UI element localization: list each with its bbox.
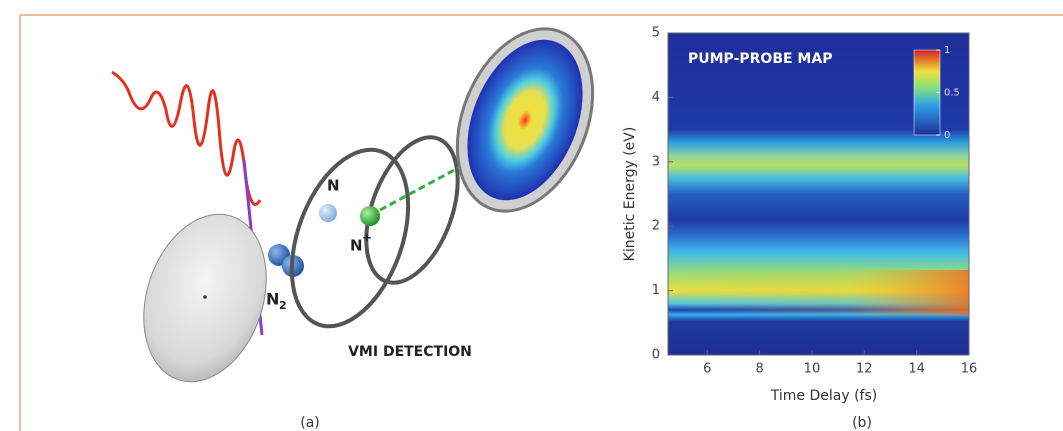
heatmap-hotspot: [668, 270, 969, 315]
x-tick-label: 14: [908, 362, 925, 377]
y-tick-label: 2: [652, 219, 660, 234]
x-tick-label: 16: [961, 362, 978, 377]
electrode-ring: [289, 147, 411, 329]
detection-label: VMI DETECTION: [348, 344, 472, 360]
x-tick-label: 10: [804, 362, 821, 377]
colorbar-tick-label: 1: [944, 45, 950, 56]
x-tick-label: 12: [856, 362, 873, 377]
y-axis-label: Kinetic Energy (eV): [622, 127, 638, 262]
disk-center: [203, 295, 207, 299]
electrode-ring: [364, 135, 460, 285]
panel-a: N N + N 2 VMI DETECTION (a): [111, 27, 595, 431]
plot-frame: [667, 32, 970, 356]
n2-subscript: 2: [279, 299, 287, 312]
pulse-wave: [111, 70, 262, 206]
panel-b: PUMP-PROBE MAP Time Delay (fs) Kinetic E…: [622, 26, 977, 431]
colorbar-tick-label: 0.5: [944, 88, 960, 99]
label-n: N: [327, 177, 340, 195]
label-n-ion: N: [350, 237, 363, 255]
neutral-atom: [319, 204, 337, 222]
caption-b: (b): [852, 415, 872, 431]
x-tick-label: 6: [703, 362, 711, 377]
x-axis-label: Time Delay (fs): [770, 388, 877, 404]
y-tick-label: 0: [652, 348, 660, 363]
y-tick-label: 3: [652, 154, 660, 169]
colorbar: [913, 49, 941, 136]
x-tick-label: 8: [755, 362, 763, 377]
y-tick-label: 5: [652, 26, 660, 41]
caption-a: (a): [300, 415, 320, 431]
label-n2: N: [266, 290, 279, 309]
y-tick-label: 4: [652, 90, 660, 105]
map-title: PUMP-PROBE MAP: [688, 51, 832, 67]
ion-charge: +: [362, 231, 372, 245]
detector-image: [467, 39, 583, 201]
ion: [360, 206, 380, 226]
y-tick-label: 1: [652, 283, 660, 298]
colorbar-tick-label: 0: [944, 130, 950, 141]
